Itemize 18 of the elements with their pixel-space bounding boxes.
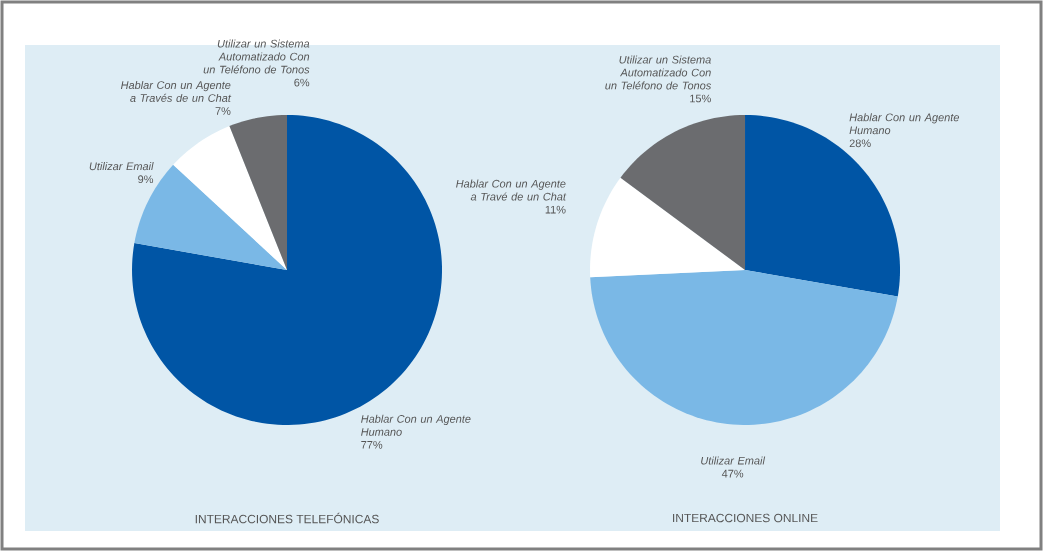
slice-label: Hablar Con un Agente Humano (849, 113, 960, 135)
data-label: 9% (138, 175, 154, 184)
data-label: 77% (361, 440, 383, 449)
data-label: 28% (849, 139, 871, 148)
data-label: 47% (721, 469, 744, 478)
slice-label: Hablar Con un Agente a Travé de un Chat (456, 179, 567, 201)
slice-label: Hablar Con un Agente a Través de un Chat (120, 80, 232, 102)
data-label: 15% (690, 94, 711, 103)
data-label: 6% (294, 78, 310, 87)
data-label: 11% (545, 205, 566, 214)
data-label: 7% (215, 107, 231, 115)
text: INTERACCIONES TELEFÓNICAS (195, 512, 379, 524)
slice-label: Utilizar un Sistema Automatizado Con un Teléfono de Tonos (203, 39, 310, 74)
slice-label: Utilizar Email (89, 162, 154, 171)
slice-label: Utilizar Email (701, 456, 766, 465)
slice-label: Utilizar un Sistema Automatizado Con un Teléfono de Tonos (605, 55, 712, 90)
slice-label: Hablar Con un Agente Humano (361, 414, 471, 436)
text: INTERACCIONES ONLINE (673, 513, 818, 523)
